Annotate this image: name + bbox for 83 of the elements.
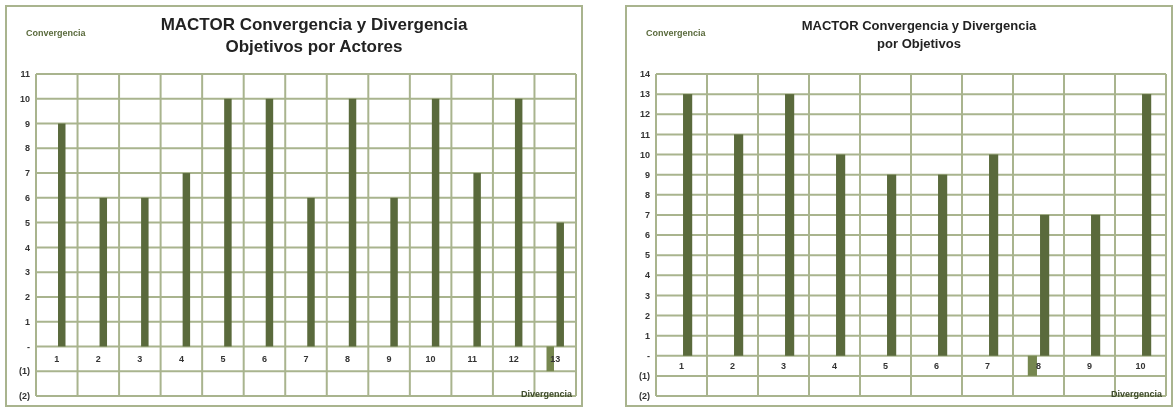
y-tick-label: 8 [24, 143, 30, 154]
x-tick-label: 1 [54, 354, 60, 364]
x-tick-label: 3 [137, 354, 143, 364]
x-tick-label: 5 [882, 360, 889, 371]
x-tick-label: 1 [678, 360, 685, 371]
y-tick-label: 5 [644, 250, 650, 261]
y-tick-label: 4 [644, 270, 650, 281]
x-tick-label: 12 [508, 354, 519, 364]
x-tick-label: 7 [984, 360, 991, 371]
bar [734, 134, 744, 356]
bar [785, 94, 795, 356]
bar [473, 173, 481, 347]
y-tick-label: 2 [24, 292, 30, 303]
x-tick-label: 9 [1086, 360, 1093, 371]
bar [887, 174, 897, 356]
y-tick-label: (1) [639, 371, 650, 382]
x-tick-label: 11 [467, 354, 477, 364]
bar [1027, 355, 1037, 376]
y-tick-label: 10 [19, 93, 30, 104]
x-tick-label: 4 [178, 354, 184, 364]
x-tick-label: 4 [831, 360, 838, 371]
bar [556, 222, 564, 347]
bar [390, 197, 398, 347]
bar [99, 197, 108, 347]
bar [683, 94, 693, 356]
bar [836, 154, 846, 356]
y-tick-label: 5 [24, 217, 30, 228]
chart-title: MACTOR Convergencia y Divergencia Objetivos por Actores [160, 15, 468, 56]
y-tick-label: 11 [640, 129, 650, 140]
y-tick-label: 10 [639, 149, 650, 160]
y-axis-title: Convergencia [646, 28, 707, 38]
bar [514, 98, 523, 347]
x-tick-label: 10 [1135, 360, 1146, 371]
bar [989, 154, 999, 356]
y-axis-title: Convergencia [26, 28, 87, 38]
bar [224, 98, 232, 347]
y-tick-label: - [27, 341, 30, 352]
y-tick-label: (2) [639, 391, 650, 402]
x-axis-title: Divergencia [1110, 389, 1163, 399]
x-tick-label: 2 [729, 360, 736, 371]
x-tick-label: 9 [386, 354, 392, 364]
x-tick-label: 6 [261, 354, 267, 364]
y-tick-label: 7 [24, 168, 30, 179]
x-tick-label: 8 [345, 354, 351, 364]
bar [307, 197, 315, 347]
x-tick-label: 10 [425, 354, 436, 364]
y-tick-label: 7 [644, 210, 650, 221]
x-tick-label: 7 [303, 354, 309, 364]
y-tick-label: 13 [639, 89, 650, 100]
y-tick-label: 11 [20, 69, 30, 80]
y-tick-label: (2) [19, 391, 30, 402]
x-tick-label: 6 [933, 360, 940, 371]
bar [182, 173, 191, 347]
y-tick-label: 3 [644, 290, 650, 301]
x-tick-label: 3 [780, 360, 787, 371]
chart-title: MACTOR Convergencia y Divergencia por Objetivos [801, 18, 1038, 51]
y-tick-label: 6 [24, 193, 30, 203]
y-tick-label: (1) [19, 366, 30, 377]
y-tick-label: 1 [24, 316, 30, 327]
bar [431, 98, 440, 347]
y-tick-label: 6 [644, 230, 650, 241]
y-tick-label: 12 [639, 109, 650, 120]
x-tick-label: 5 [220, 354, 226, 364]
y-tick-label: 1 [644, 330, 650, 341]
y-tick-label: 3 [24, 267, 30, 278]
y-tick-label: - [647, 350, 650, 361]
y-tick-label: 4 [24, 242, 30, 253]
y-tick-label: 8 [644, 189, 650, 200]
y-tick-label: 14 [639, 69, 650, 80]
y-tick-label: 9 [644, 169, 650, 180]
bar [58, 123, 66, 347]
bar [1040, 214, 1050, 356]
y-tick-label: 2 [644, 310, 650, 321]
bar [265, 98, 274, 347]
bar [1142, 94, 1152, 356]
bar [141, 197, 149, 347]
y-tick-label: 9 [24, 118, 30, 129]
x-tick-label: 8 [1035, 360, 1042, 371]
bar [348, 98, 357, 347]
x-axis-title: Divergencia [520, 389, 573, 399]
bar [938, 174, 948, 356]
bar [1091, 214, 1101, 356]
x-tick-label: 2 [95, 354, 101, 364]
